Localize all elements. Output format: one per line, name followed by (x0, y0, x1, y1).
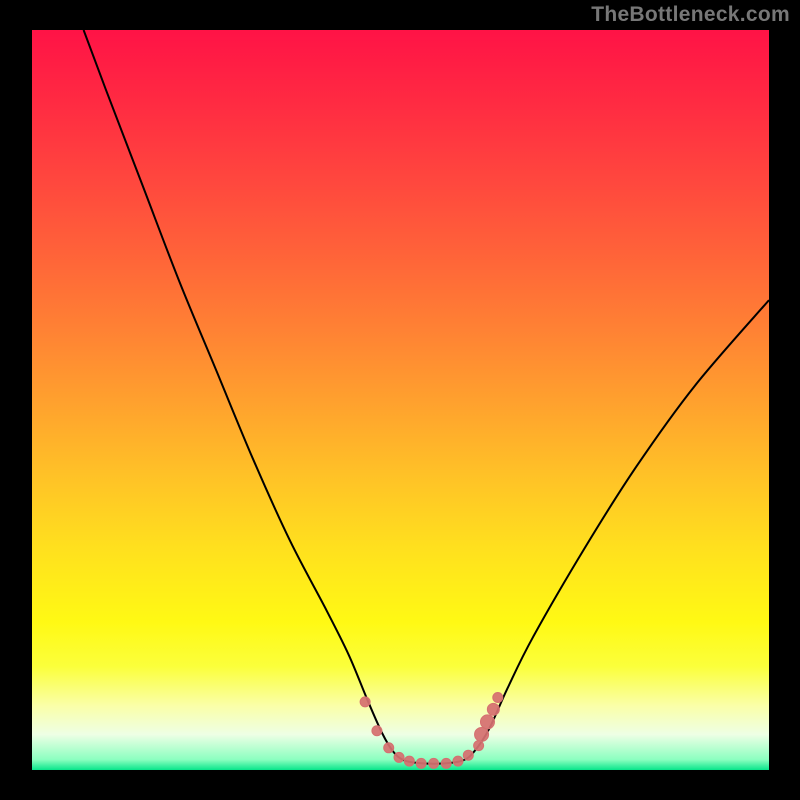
watermark-text: TheBottleneck.com (591, 3, 790, 27)
marker-point (416, 758, 426, 768)
marker-point (384, 743, 394, 753)
marker-point (394, 752, 404, 762)
chart-stage: TheBottleneck.com (0, 0, 800, 800)
marker-point (480, 715, 494, 729)
chart-gradient-background (32, 30, 769, 770)
marker-point (429, 758, 439, 768)
marker-point (493, 692, 503, 702)
marker-point (474, 741, 484, 751)
marker-point (463, 750, 473, 760)
bottleneck-chart (0, 0, 800, 800)
marker-point (404, 756, 414, 766)
marker-point (360, 697, 370, 707)
marker-point (453, 756, 463, 766)
marker-point (372, 726, 382, 736)
marker-point (487, 703, 499, 715)
marker-point (475, 727, 489, 741)
marker-point (441, 758, 451, 768)
